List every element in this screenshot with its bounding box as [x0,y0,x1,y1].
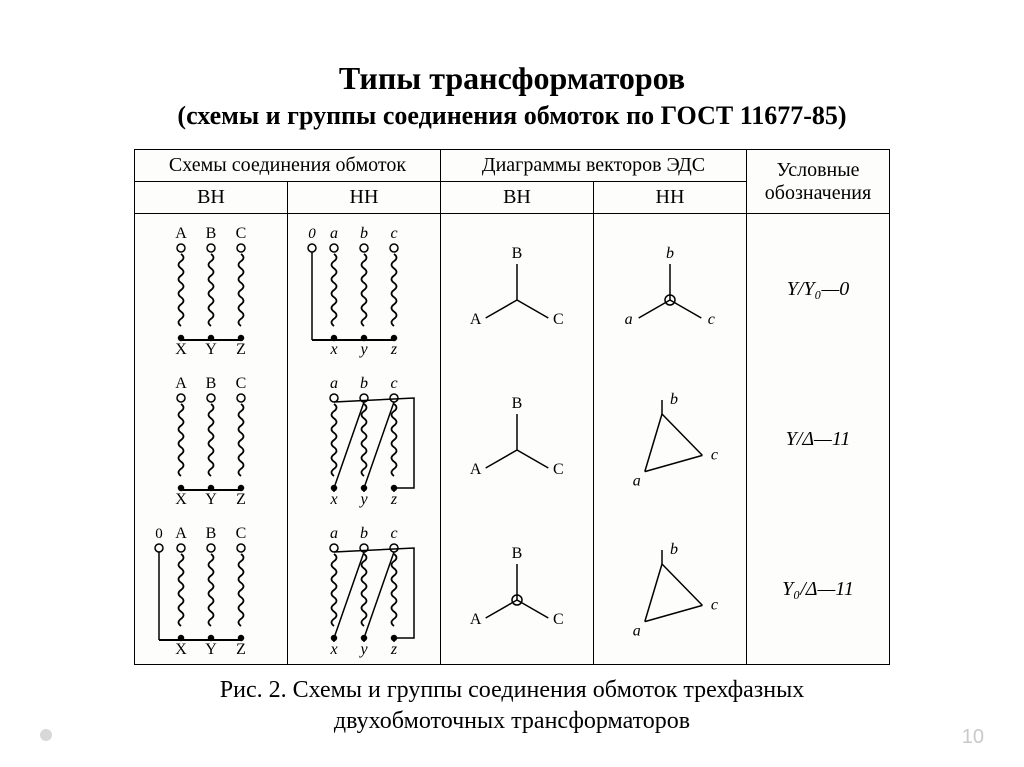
svg-text:X: X [175,641,187,658]
cell-row-2: Y₀/Δ—11 [747,514,889,664]
cell-row-1: A X B Y C Z [135,364,287,514]
svg-text:c: c [711,596,718,613]
svg-text:a: a [633,473,641,490]
svg-text:B: B [206,375,217,392]
svg-text:0: 0 [155,526,163,542]
svg-text:b: b [360,525,368,542]
cell-row-0: A X B Y C Z [135,214,287,364]
page-number: 10 [962,726,984,749]
svg-text:A: A [175,525,187,542]
svg-text:Y: Y [205,341,217,358]
cell-row-1: b c a [594,364,746,514]
svg-text:Z: Z [236,491,246,508]
header-vectors: Диаграммы векторов ЭДС [441,150,747,182]
header-schemes: Схемы соединения обмоток [135,150,441,182]
subheader-lv2: НН [594,182,747,214]
svg-text:z: z [390,491,398,508]
svg-text:b: b [360,375,368,392]
subheader-lv1: НН [288,182,441,214]
svg-text:a: a [330,525,338,542]
page: Типы трансформаторов (схемы и группы сое… [0,0,1024,767]
cell-row-1: Y/Δ—11 [747,364,889,514]
svg-text:x: x [329,641,337,658]
svg-text:C: C [236,525,247,542]
cell-row-2: B A C [441,514,593,664]
designation-label: Y/Y₀—0 [787,278,850,301]
svg-text:b: b [666,245,674,262]
svg-text:X: X [175,341,187,358]
svg-text:b: b [670,541,678,558]
svg-text:y: y [358,491,368,508]
cell-row-2: 0A X B Y C Z [135,514,287,664]
svg-text:b: b [670,391,678,408]
svg-text:c: c [390,525,397,542]
svg-text:X: X [175,491,187,508]
svg-text:0: 0 [308,226,316,242]
slide-bullet-icon [40,729,52,741]
svg-text:C: C [553,461,564,478]
svg-text:a: a [330,375,338,392]
cell-row-0: 0a x b y c z [288,214,440,364]
designation-label: Y₀/Δ—11 [782,578,854,601]
svg-text:B: B [206,225,217,242]
svg-text:A: A [470,461,482,478]
svg-text:c: c [711,446,718,463]
svg-text:B: B [512,545,523,562]
svg-text:B: B [206,525,217,542]
svg-text:A: A [175,225,187,242]
svg-text:b: b [360,225,368,242]
subheader-hv1: ВН [135,182,288,214]
cell-row-2: b c a [594,514,746,664]
diagram-table: Схемы соединения обмоток Диаграммы векто… [134,149,890,665]
svg-text:a: a [625,311,633,328]
svg-text:A: A [175,375,187,392]
caption-line2: двухобмоточных трансформаторов [334,708,690,734]
figure-caption: Рис. 2. Схемы и группы соединения обмото… [50,675,974,737]
svg-text:Y: Y [205,491,217,508]
subheader-hv2: ВН [441,182,594,214]
cell-row-0: b a c [594,214,746,364]
svg-text:c: c [390,375,397,392]
svg-text:C: C [553,311,564,328]
svg-text:Z: Z [236,341,246,358]
header-designation: Условные обозначения [747,150,890,214]
cell-row-2: a x b y c z [288,514,440,664]
svg-text:Z: Z [236,641,246,658]
table-body-row: AXBYCZAXBYCZ0AXBYCZ 0axbyczaxbyczaxbycz … [135,214,890,665]
cell-row-1: B A C [441,364,593,514]
svg-text:c: c [390,225,397,242]
svg-text:z: z [390,341,398,358]
svg-text:C: C [553,611,564,628]
svg-text:C: C [236,375,247,392]
page-subtitle: (схемы и группы соединения обмоток по ГО… [50,101,974,131]
svg-text:a: a [633,623,641,640]
svg-text:y: y [358,341,368,358]
caption-line1: Рис. 2. Схемы и группы соединения обмото… [220,677,805,703]
designation-label: Y/Δ—11 [786,428,851,451]
cell-row-1: a x b y c z [288,364,440,514]
cell-row-0: B A C [441,214,593,364]
cell-row-0: Y/Y₀—0 [747,214,889,364]
page-title: Типы трансформаторов [50,60,974,97]
svg-text:x: x [329,491,337,508]
svg-text:B: B [512,395,523,412]
svg-text:y: y [358,641,368,658]
svg-text:c: c [708,311,715,328]
svg-text:x: x [329,341,337,358]
svg-text:C: C [236,225,247,242]
svg-text:z: z [390,641,398,658]
svg-text:B: B [512,245,523,262]
svg-text:Y: Y [205,641,217,658]
svg-text:a: a [330,225,338,242]
svg-text:A: A [470,611,482,628]
svg-text:A: A [470,311,482,328]
